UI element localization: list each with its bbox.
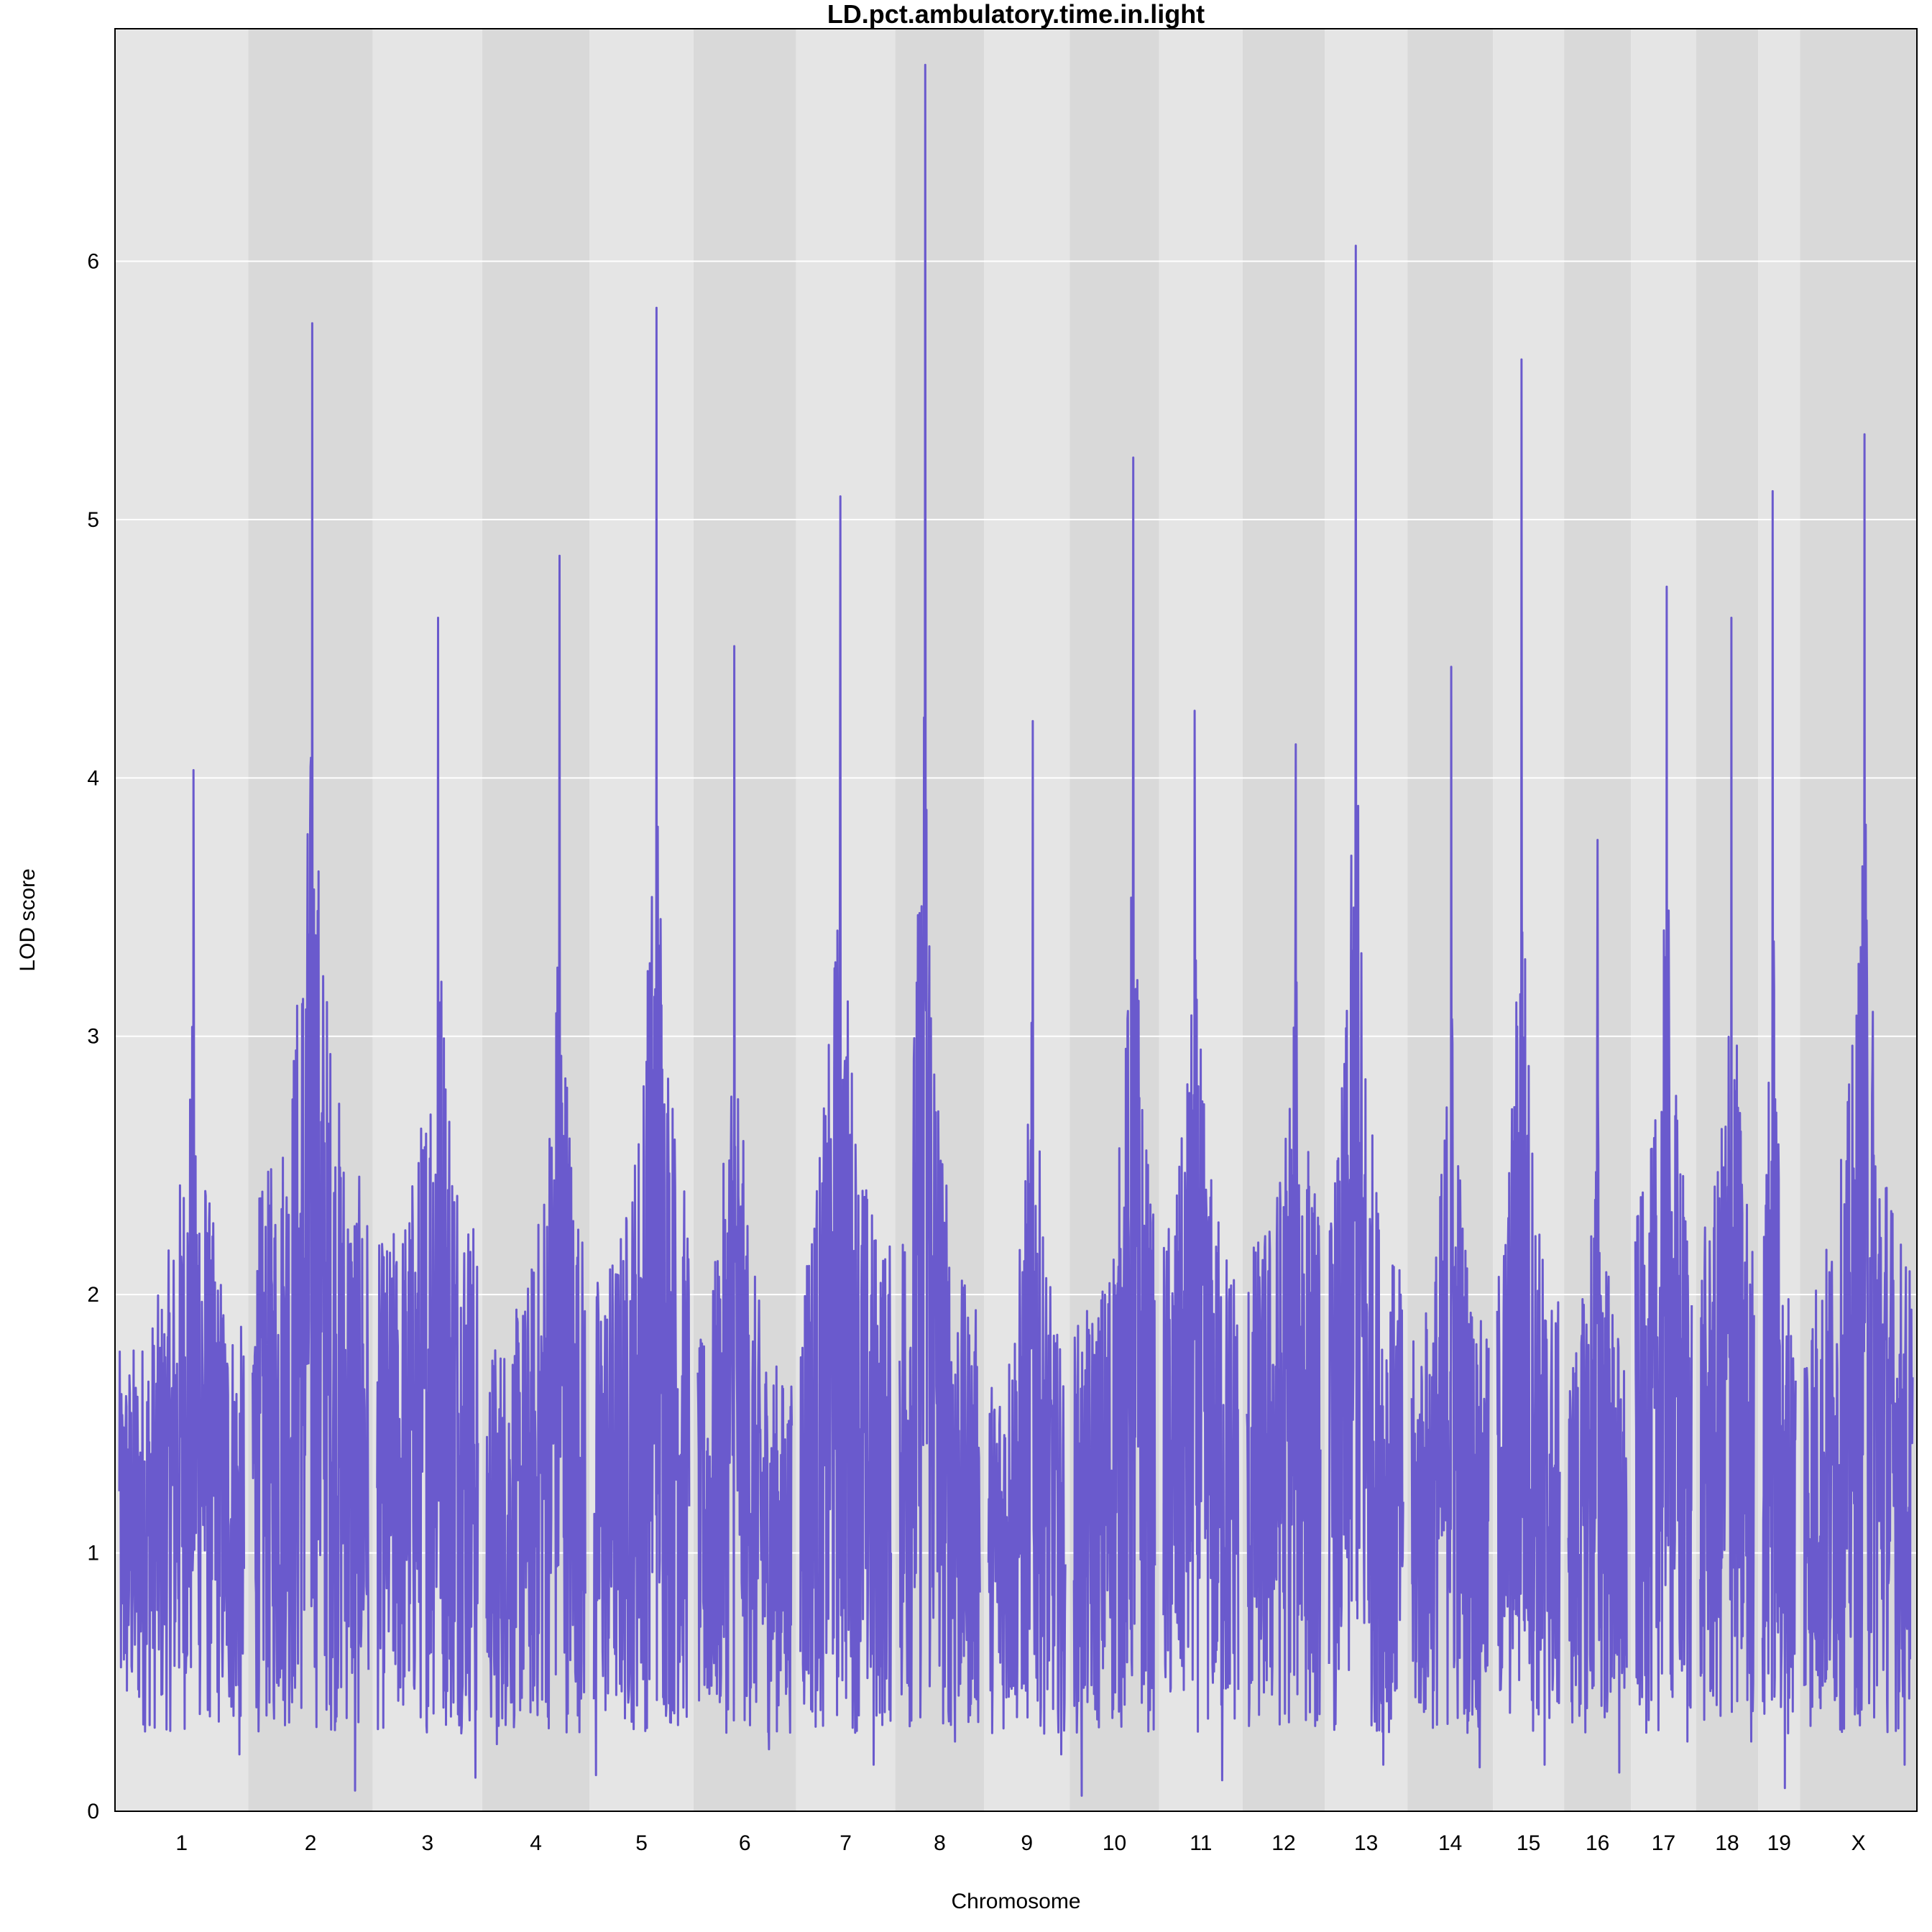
lod-line-chr-16 — [1567, 839, 1628, 1774]
lod-line-chr-14 — [1410, 666, 1490, 1769]
x-axis-label: Chromosome — [951, 1890, 1080, 1913]
y-tick-label-6: 6 — [87, 249, 99, 273]
lod-line-chr-6 — [696, 645, 794, 1751]
y-axis-label: LOD score — [16, 868, 40, 971]
lod-line-chr-X — [1803, 433, 1914, 1766]
y-tick-label-5: 5 — [87, 508, 99, 532]
x-tick-label-2: 2 — [305, 1831, 317, 1855]
lod-line-chr-3 — [376, 617, 479, 1779]
x-tick-label-15: 15 — [1517, 1831, 1540, 1855]
lod-line-chr-5 — [592, 306, 691, 1777]
lod-line-chr-2 — [252, 322, 370, 1792]
y-axis-ticks: 0 1 2 3 4 5 6 — [87, 249, 99, 1823]
y-tick-label-3: 3 — [87, 1025, 99, 1049]
x-tick-label-7: 7 — [840, 1831, 852, 1855]
lod-line-chr-17 — [1634, 585, 1693, 1743]
x-tick-label-5: 5 — [635, 1831, 648, 1855]
x-tick-label-13: 13 — [1354, 1831, 1378, 1855]
x-tick-label-1: 1 — [175, 1831, 188, 1855]
chart-title: LD.pct.ambulatory.time.in.light — [827, 0, 1205, 29]
x-tick-label-8: 8 — [934, 1831, 946, 1855]
x-tick-label-14: 14 — [1438, 1831, 1462, 1855]
lod-line-chr-11 — [1162, 709, 1240, 1782]
x-tick-label-16: 16 — [1586, 1831, 1609, 1855]
lod-line-chr-19 — [1761, 489, 1797, 1790]
x-tick-label-4: 4 — [530, 1831, 542, 1855]
x-tick-label-3: 3 — [421, 1831, 433, 1855]
x-tick-label-19: 19 — [1767, 1831, 1791, 1855]
x-tick-label-11: 11 — [1190, 1831, 1212, 1855]
y-tick-label-0: 0 — [87, 1800, 99, 1823]
x-tick-label-18: 18 — [1715, 1831, 1739, 1855]
lod-line-chr-1 — [118, 769, 245, 1756]
x-tick-label-9: 9 — [1021, 1831, 1033, 1855]
y-tick-label-2: 2 — [87, 1283, 99, 1307]
x-tick-label-12: 12 — [1271, 1831, 1295, 1855]
lod-line-chr-13 — [1328, 244, 1404, 1766]
y-tick-label-1: 1 — [87, 1542, 99, 1565]
lod-line-chr-8 — [898, 63, 981, 1743]
lod-line-chr-4 — [485, 554, 586, 1746]
lod-series — [118, 63, 1914, 1797]
y-tick-label-4: 4 — [87, 766, 99, 790]
lod-line-chr-10 — [1072, 456, 1156, 1797]
lod-line-chr-12 — [1246, 743, 1322, 1727]
plot-frame — [114, 28, 1918, 1812]
x-axis-ticks: 1 2 3 4 5 6 7 8 9 10 11 12 13 14 15 16 17 18 19 X — [175, 1831, 1865, 1855]
lod-line-chr-7 — [799, 495, 893, 1766]
lod-line-chr-9 — [987, 719, 1067, 1756]
x-tick-label-6: 6 — [739, 1831, 751, 1855]
lod-line-chr-18 — [1699, 617, 1755, 1743]
x-tick-label-X: X — [1852, 1831, 1866, 1855]
x-tick-label-10: 10 — [1103, 1831, 1126, 1855]
lod-line-chr-15 — [1496, 358, 1561, 1766]
x-tick-label-17: 17 — [1652, 1831, 1675, 1855]
